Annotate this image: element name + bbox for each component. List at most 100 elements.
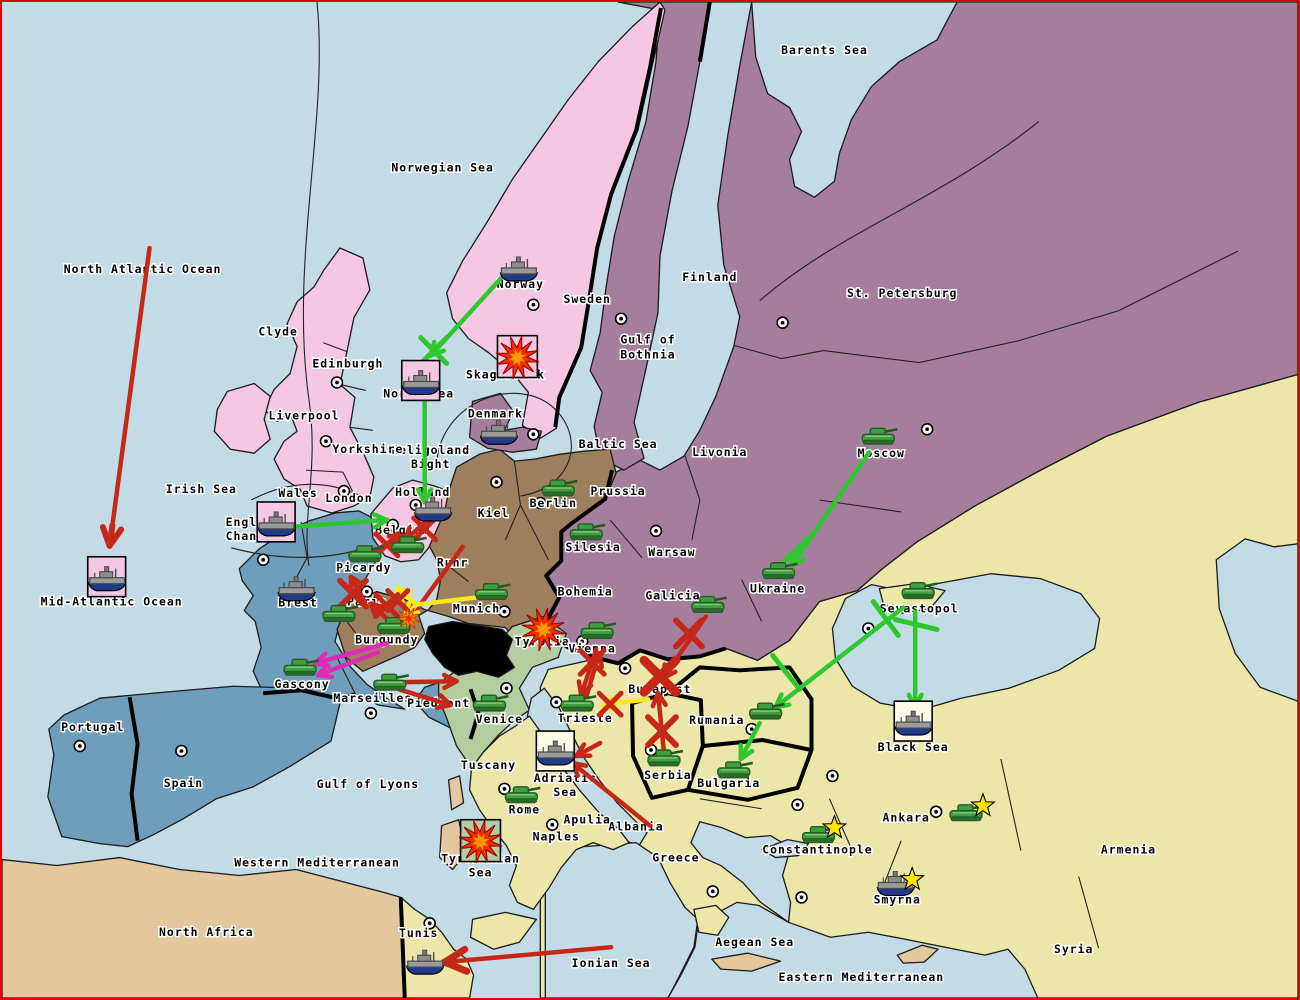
army-sevastopol[interactable] bbox=[901, 581, 938, 600]
province-label: Ukraine bbox=[750, 582, 805, 596]
region-corsica[interactable] bbox=[447, 775, 465, 811]
army-serbia[interactable] bbox=[647, 749, 684, 767]
fleet-adriatic-sea[interactable] bbox=[535, 730, 576, 772]
army-bulgaria[interactable] bbox=[717, 761, 753, 779]
army-munich[interactable] bbox=[474, 582, 511, 601]
province-label: Finland bbox=[682, 270, 737, 284]
army-rome[interactable] bbox=[504, 786, 541, 804]
province-label: Holland bbox=[395, 485, 450, 499]
supply-center-dot bbox=[337, 484, 351, 498]
order-arrow bbox=[650, 690, 668, 755]
province-label: Berlin bbox=[530, 496, 577, 510]
region-caspian-sea[interactable] bbox=[1215, 538, 1298, 702]
army-marseilles[interactable] bbox=[373, 673, 409, 691]
fleet-black-sea[interactable] bbox=[893, 700, 933, 742]
province-label: Tunis bbox=[399, 926, 438, 940]
region-ireland[interactable] bbox=[213, 382, 271, 454]
army-venice[interactable] bbox=[472, 694, 509, 712]
build-star-smyrna-icon bbox=[899, 865, 926, 891]
army-paris[interactable] bbox=[322, 604, 359, 623]
supply-center-dot bbox=[929, 805, 943, 819]
fleet-mid-atlantic[interactable] bbox=[86, 555, 127, 598]
fleet-north-sea[interactable] bbox=[400, 359, 441, 402]
supply-center-dot bbox=[330, 376, 344, 389]
region-sicily[interactable] bbox=[469, 911, 537, 950]
region-north-africa[interactable] bbox=[2, 856, 406, 998]
province-label: Portugal bbox=[61, 720, 124, 734]
province-label: Bohemia bbox=[558, 585, 613, 599]
sea-label: Sea bbox=[553, 785, 577, 799]
region-peloponnese[interactable] bbox=[693, 904, 730, 936]
supply-center-dot bbox=[527, 298, 540, 312]
region-iberia[interactable] bbox=[47, 685, 342, 848]
province-border bbox=[302, 2, 320, 566]
province-label: London bbox=[325, 491, 372, 505]
national-border-france-italy bbox=[468, 688, 481, 740]
province-border bbox=[1000, 758, 1022, 851]
army-moscow[interactable] bbox=[861, 427, 898, 445]
army-silesia[interactable] bbox=[569, 523, 606, 541]
fleet-norway[interactable] bbox=[499, 256, 539, 282]
sea-label: North Atlantic Ocean bbox=[64, 262, 222, 276]
sea-label: Barents Sea bbox=[781, 43, 868, 57]
sea-label: Western Mediterranean bbox=[234, 856, 400, 870]
region-aegean-sea[interactable] bbox=[690, 821, 792, 923]
army-constantinople[interactable] bbox=[801, 825, 838, 844]
supply-center-dot bbox=[498, 605, 511, 618]
army-berlin[interactable] bbox=[541, 479, 578, 497]
region-barents-sea[interactable] bbox=[751, 2, 958, 198]
fleet-denmark[interactable] bbox=[479, 419, 519, 445]
army-trieste[interactable] bbox=[560, 694, 597, 712]
failed-order-x bbox=[577, 647, 607, 677]
region-ionian-sea[interactable] bbox=[544, 841, 699, 998]
province-label: Edinburgh bbox=[312, 357, 383, 371]
region-crete[interactable] bbox=[711, 952, 782, 972]
army-belgium[interactable] bbox=[391, 536, 427, 554]
army-gascony[interactable] bbox=[283, 658, 320, 676]
province-border bbox=[306, 469, 354, 493]
supply-center-dot bbox=[550, 695, 563, 709]
supply-center-dot bbox=[256, 553, 270, 567]
province-border bbox=[1078, 876, 1100, 949]
failed-order-x bbox=[418, 335, 450, 367]
sea-label: Bothnia bbox=[620, 348, 675, 362]
province-label: Albania bbox=[608, 820, 663, 834]
army-galicia[interactable] bbox=[691, 595, 728, 614]
region-switzerland[interactable] bbox=[424, 620, 516, 678]
supply-center-dot bbox=[649, 524, 663, 538]
army-picardy[interactable] bbox=[348, 545, 385, 563]
fleet-tunis[interactable] bbox=[406, 949, 445, 975]
national-border-pyrenees bbox=[263, 688, 342, 702]
region-cyprus[interactable] bbox=[896, 944, 939, 964]
sea-label: Aegean Sea bbox=[715, 935, 794, 949]
national-border-rumania-ring bbox=[666, 665, 814, 750]
province-border bbox=[519, 504, 549, 561]
failed-order-x bbox=[336, 577, 369, 610]
army-rumania[interactable] bbox=[748, 702, 785, 720]
build-star-constantinople-icon bbox=[821, 814, 848, 839]
bounce-slash bbox=[870, 599, 901, 638]
fleet-english-channel[interactable] bbox=[256, 501, 296, 543]
province-border bbox=[699, 798, 762, 810]
province-label: Spain bbox=[164, 776, 203, 790]
province-label: Galicia bbox=[645, 589, 700, 603]
province-label: Sevastopol bbox=[880, 602, 959, 616]
sea-label: Bight bbox=[411, 457, 450, 471]
bounce-slash bbox=[770, 652, 803, 692]
region-south-italy[interactable] bbox=[468, 715, 630, 911]
supply-center-dot bbox=[795, 891, 808, 904]
army-ukraine[interactable] bbox=[761, 562, 798, 580]
province-border bbox=[734, 345, 824, 360]
supply-center-dot bbox=[776, 316, 789, 329]
supply-center-dot bbox=[706, 885, 720, 898]
province-label: Clyde bbox=[258, 325, 297, 339]
fleet-holland[interactable] bbox=[414, 496, 453, 522]
region-sea-of-marmara[interactable] bbox=[761, 838, 810, 859]
failed-order-x bbox=[411, 515, 439, 543]
province-label: Rumania bbox=[689, 713, 744, 727]
army-vienna[interactable] bbox=[580, 621, 617, 639]
province-border bbox=[759, 121, 1040, 302]
fleet-brest[interactable] bbox=[277, 576, 316, 602]
